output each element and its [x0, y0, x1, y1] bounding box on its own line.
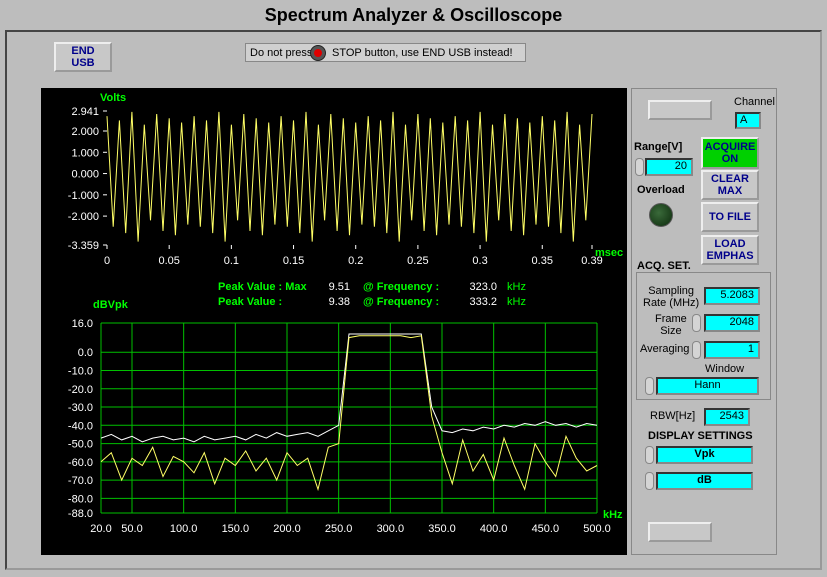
y-tick-label: -40.0 [68, 420, 93, 432]
peak-label: @ Frequency : [363, 296, 439, 308]
trace [106, 111, 593, 242]
label: Frame Size [655, 313, 687, 337]
y-tick-label: -2.000 [68, 211, 99, 223]
display-scale[interactable]: dB [656, 472, 753, 490]
x-tick-label: 0.35 [532, 255, 553, 267]
label: Range[V] [634, 141, 683, 153]
frame-value[interactable]: 2048 [704, 314, 760, 332]
title: Spectrum Analyzer & Oscilloscope [264, 5, 563, 25]
axis-label: Volts [100, 92, 126, 104]
sampling-value[interactable]: 5.2083 [704, 287, 760, 305]
label: Sampling Rate (MHz) [643, 285, 700, 309]
spinner[interactable] [692, 314, 701, 332]
peak-label: Peak Value : Max [218, 281, 308, 293]
notice-text: STOP button, use END USB instead! [332, 47, 513, 59]
y-tick-label: 2.000 [71, 126, 99, 138]
y-tick-label: -70.0 [68, 475, 93, 487]
y-tick-label: -20.0 [68, 384, 93, 396]
x-tick-label: 0.25 [407, 255, 428, 267]
x-tick-label: 500.0 [583, 523, 611, 535]
y-tick-label: 1.000 [71, 147, 99, 159]
y-tick-label: -1.000 [68, 190, 99, 202]
load-emphas-button[interactable]: LOAD EMPHAS [701, 235, 759, 265]
peak-freq: 323.0 [469, 281, 497, 293]
window-value[interactable]: Hann [656, 377, 759, 395]
y-tick-label: -80.0 [68, 493, 93, 505]
trace [100, 333, 598, 443]
y-tick-label: 16.0 [72, 318, 93, 330]
display-unit[interactable]: Vpk [656, 446, 753, 464]
y-tick-label: -30.0 [68, 402, 93, 414]
peak-label: @ Frequency : [363, 281, 439, 293]
y-tick-label: -50.0 [68, 439, 93, 451]
x-tick-label: 20.0 [90, 523, 111, 535]
to-file-button[interactable]: TO FILE [701, 202, 759, 232]
x-tick-label: 0.1 [224, 255, 239, 267]
graphs: 2.941 2.000 1.000 0.000 -1.000 -2.000 -3.359 0 0… [41, 88, 627, 555]
range-value[interactable]: 20 [645, 158, 693, 176]
y-tick-label: -10.0 [68, 366, 93, 378]
overload-led [649, 203, 673, 227]
spinner[interactable] [645, 377, 654, 395]
x-tick-label: 400.0 [480, 523, 508, 535]
acq-panel [636, 272, 771, 400]
label: ACQ. SET. [637, 260, 691, 272]
rbw-value: 2543 [704, 408, 750, 426]
y-tick-label: 0.0 [78, 347, 93, 359]
end-usb-button[interactable]: END USB [54, 42, 112, 72]
notice-text: Do not press [250, 47, 313, 59]
peak-unit: kHz [507, 296, 526, 308]
x-tick-label: 200.0 [273, 523, 301, 535]
axis-label: dBVpk [93, 299, 129, 311]
x-tick-label: 0.3 [472, 255, 487, 267]
notice: Do not press STOP button, use END USB in… [245, 43, 526, 62]
peak-freq: 333.2 [469, 296, 497, 308]
y-tick-label: -3.359 [68, 240, 99, 252]
acquire-button[interactable]: ACQUIRE ON [701, 137, 759, 169]
y-tick-label: -60.0 [68, 457, 93, 469]
axis-label: kHz [603, 509, 623, 521]
x-tick-label: 0.05 [158, 255, 179, 267]
graph-tools[interactable] [648, 522, 712, 542]
x-tick-label: 150.0 [222, 523, 250, 535]
channel-value[interactable]: A [735, 112, 761, 129]
x-tick-label: 350.0 [428, 523, 456, 535]
peak-value: 9.38 [329, 296, 350, 308]
x-tick-label: 50.0 [121, 523, 142, 535]
label: DISPLAY SETTINGS [648, 430, 753, 442]
spinner[interactable] [645, 446, 654, 464]
peak-value: 9.51 [329, 281, 350, 293]
x-tick-label: 0.39 [581, 255, 602, 267]
x-tick-label: 300.0 [377, 523, 405, 535]
x-tick-label: 100.0 [170, 523, 198, 535]
graph-tools[interactable] [648, 100, 712, 120]
clear-max-button[interactable]: CLEAR MAX [701, 170, 759, 200]
side-panel [631, 88, 777, 555]
spinner[interactable] [635, 158, 644, 176]
x-tick-label: 450.0 [532, 523, 560, 535]
x-tick-label: 0.2 [348, 255, 363, 267]
y-tick-label: 2.941 [71, 106, 99, 118]
y-tick-label: 0.000 [71, 169, 99, 181]
x-tick-label: 0 [104, 255, 110, 267]
x-tick-label: 250.0 [325, 523, 353, 535]
peak-label: Peak Value : [218, 296, 282, 308]
stop-icon [310, 45, 326, 61]
averaging-value[interactable]: 1 [704, 341, 760, 359]
panel [5, 30, 822, 570]
label: Channel [734, 96, 775, 108]
axis-label: msec [595, 247, 623, 259]
label: RBW[Hz] [650, 410, 696, 422]
label: Overload [637, 184, 685, 196]
y-tick-label: -88.0 [68, 508, 93, 520]
spinner[interactable] [692, 341, 701, 359]
spinner[interactable] [645, 472, 654, 490]
x-tick-label: 0.15 [283, 255, 304, 267]
trace [100, 335, 598, 492]
label: Averaging [640, 343, 690, 355]
label: Window [705, 363, 745, 375]
peak-unit: kHz [507, 281, 526, 293]
